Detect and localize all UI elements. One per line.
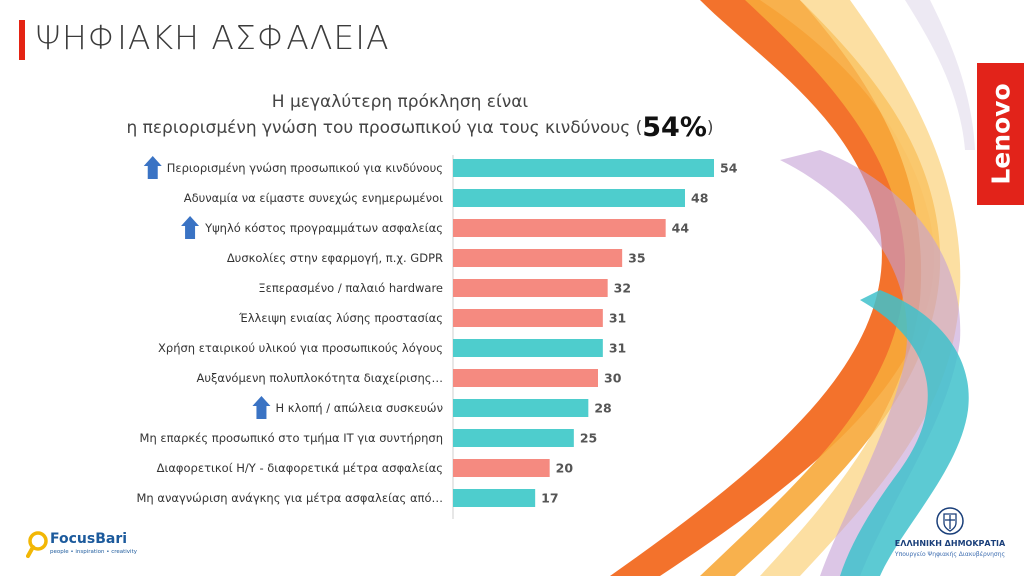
category-label: Χρήση εταιρικού υλικού για προσωπικούς λ… xyxy=(158,341,443,355)
gov-ministry: Υπουργείο Ψηφιακής Διακυβέρνησης xyxy=(894,551,1006,558)
category-label: Διαφορετικοί Η/Υ - διαφορετικά μέτρα ασφ… xyxy=(157,461,443,475)
focusbari-name: FocusBari xyxy=(50,531,128,547)
category-label: Μη αναγνώριση ανάγκης για μέτρα ασφαλεία… xyxy=(137,491,444,505)
up-arrow-icon xyxy=(252,396,271,419)
subtitle-open-paren: ( xyxy=(635,118,643,138)
lenovo-logo-text: Lenovo xyxy=(986,83,1015,185)
subtitle-highlight-percent: 54% xyxy=(642,112,707,143)
focusbari-logo: FocusBari people • inspiration • creativ… xyxy=(26,528,166,562)
data-label: 20 xyxy=(556,461,574,476)
data-label: 48 xyxy=(691,191,708,206)
chart-subtitle-line1: Η μεγαλύτερη πρόκληση είναι xyxy=(271,92,529,112)
subtitle-close-paren: ) xyxy=(706,118,714,138)
category-label: Ξεπερασμένο / παλαιό hardware xyxy=(258,281,443,295)
lenovo-logo: Lenovo xyxy=(977,63,1024,205)
data-label: 17 xyxy=(541,491,558,506)
up-arrow-icon xyxy=(143,156,162,179)
data-label: 28 xyxy=(594,401,611,416)
category-label: Περιορισμένη γνώση προσωπικού για κινδύν… xyxy=(167,161,443,175)
category-label: Μη επαρκές προσωπικό στο τμήμα IT για συ… xyxy=(140,431,443,445)
bar xyxy=(453,459,550,477)
up-arrow-icon xyxy=(181,216,200,239)
data-label: 30 xyxy=(604,371,622,386)
focusbari-tagline: people • inspiration • creativity xyxy=(50,549,137,555)
gov-name: ΕΛΛΗΝΙΚΗ ΔΗΜΟΚΡΑΤΙΑ xyxy=(894,539,1006,548)
bar xyxy=(453,249,623,267)
category-label: Έλλειψη ενιαίας λύσης προστασίας xyxy=(238,311,443,325)
category-label: Η κλοπή / απώλεια συσκευών xyxy=(275,401,443,415)
title-accent-bar xyxy=(19,20,25,60)
bar xyxy=(453,189,685,207)
bar xyxy=(453,309,603,327)
data-label: 31 xyxy=(609,311,626,326)
coat-of-arms-icon xyxy=(936,507,964,535)
bar xyxy=(453,429,574,447)
bar xyxy=(453,369,598,387)
bar xyxy=(453,489,536,507)
data-label: 25 xyxy=(580,431,597,446)
page-title: ΨΗΦΙΑΚΗ ΑΣΦΑΛΕΙΑ xyxy=(35,18,390,57)
data-label: 54 xyxy=(720,161,738,176)
data-label: 31 xyxy=(609,341,626,356)
magnifier-icon xyxy=(26,531,48,558)
bar xyxy=(453,159,714,177)
category-label: Αδυναμία να είμαστε συνεχώς ενημερωμένοι xyxy=(184,191,443,205)
data-label: 35 xyxy=(628,251,645,266)
chart-subtitle-line2: η περιορισμένη γνώση του προσωπικού για … xyxy=(60,112,780,143)
category-label: Υψηλό κόστος προγραμμάτων ασφαλείας xyxy=(204,221,443,235)
bar xyxy=(453,279,608,297)
category-label: Δυσκολίες στην εφαρμογή, π.χ. GDPR xyxy=(227,251,443,265)
category-label: Αυξανόμενη πολυπλοκότητα διαχείρισης… xyxy=(196,371,443,385)
bar xyxy=(453,219,666,237)
data-label: 32 xyxy=(614,281,631,296)
bar xyxy=(453,399,589,417)
greek-government-logo: ΕΛΛΗΝΙΚΗ ΔΗΜΟΚΡΑΤΙΑ Υπουργείο Ψηφιακής Δ… xyxy=(880,505,1020,571)
bar xyxy=(453,339,603,357)
subtitle-text: η περιορισμένη γνώση του προσωπικού για … xyxy=(126,118,631,138)
data-label: 44 xyxy=(672,221,690,236)
